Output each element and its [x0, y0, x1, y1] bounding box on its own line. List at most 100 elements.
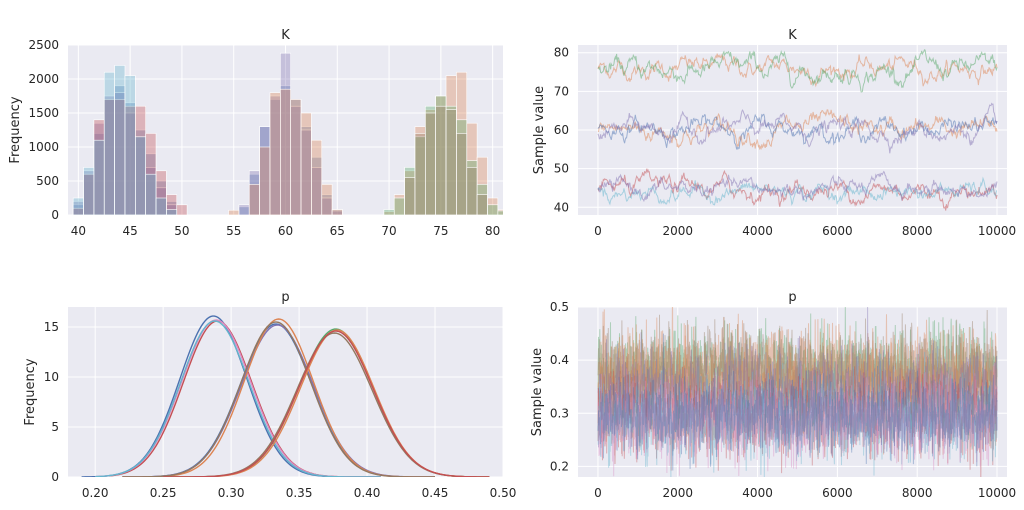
histogram-bar-4	[83, 167, 95, 215]
x-tick-label: 0	[594, 486, 602, 500]
histogram-bar-6	[393, 197, 405, 215]
plot-marks	[597, 307, 998, 477]
panel-title: p	[281, 290, 289, 305]
x-tick-label: 10000	[978, 224, 1016, 238]
histogram-bar-7	[414, 133, 426, 215]
histogram-bar-4	[166, 209, 178, 215]
trace-line-8	[597, 170, 998, 203]
density-curve-4	[95, 320, 381, 477]
x-tick-label: 4000	[742, 224, 773, 238]
panel-title: K	[788, 28, 797, 43]
panel-title: K	[281, 28, 290, 43]
x-tick-label: 50	[174, 224, 189, 238]
x-tick-label: 40	[71, 224, 86, 238]
histogram-bar-5	[321, 184, 333, 215]
x-tick-label: 55	[226, 224, 241, 238]
x-tick-label: 8000	[902, 224, 933, 238]
histogram-bar-6	[383, 209, 395, 215]
y-tick-label: 2000	[28, 72, 59, 86]
histogram-bar-5	[280, 88, 291, 215]
histogram-bar-6	[497, 210, 503, 215]
x-tick-label: 8000	[902, 486, 933, 500]
y-tick-label: 0	[51, 470, 59, 484]
x-tick-label: 2000	[662, 486, 693, 500]
trace-line-7	[597, 351, 998, 477]
y-tick-label: 10	[44, 370, 59, 384]
x-tick-label: 45	[123, 224, 138, 238]
histogram-bar-7	[476, 194, 488, 215]
histogram-bar-5	[259, 146, 271, 215]
x-tick-label: 0.50	[490, 486, 517, 500]
x-tick-label: 0.30	[218, 486, 245, 500]
plot-area	[578, 307, 1007, 477]
histogram-bar-7	[425, 112, 436, 215]
density-curve-12	[163, 330, 490, 477]
x-tick-label: 80	[485, 224, 500, 238]
y-tick-label: 1500	[28, 106, 59, 120]
y-tick-label: 40	[554, 200, 569, 214]
histogram-bar-4	[124, 75, 136, 215]
plot-marks	[81, 315, 490, 477]
histogram-bar-5	[290, 99, 302, 215]
panel-1: 40 45 50 55 60 65 70 75 80 0 500 1000 1500 2000 2500 K F…	[8, 28, 503, 238]
trace-line-1	[597, 307, 998, 436]
histogram-bar-3	[176, 204, 188, 215]
histogram-bar-4	[135, 136, 146, 215]
histogram-bar-4	[155, 197, 167, 215]
histogram-bar-4	[103, 71, 115, 215]
histogram-bar-6	[487, 204, 499, 215]
trace-line-5	[597, 102, 998, 154]
histogram-bar-7	[404, 177, 416, 215]
trace-line-9	[597, 333, 998, 471]
panel-2: 0 2000 4000 6000 8000 10000 40 50 60 70 80 K Sample …	[532, 28, 1016, 238]
y-tick-label: 0.2	[550, 459, 569, 473]
x-tick-label: 6000	[822, 486, 853, 500]
plot-marks	[597, 49, 998, 211]
y-axis-label: Sample value	[532, 86, 547, 174]
x-tick-label: 0.40	[354, 486, 381, 500]
histogram-bar-2	[238, 204, 250, 215]
histogram-bar-7	[456, 133, 468, 215]
trace-line-6	[597, 168, 998, 211]
histogram-bar-7	[466, 167, 478, 215]
y-tick-label: 0	[51, 208, 59, 222]
histogram-bar-5	[269, 92, 281, 215]
y-tick-label: 500	[36, 174, 59, 188]
y-axis-label: Frequency	[8, 96, 23, 163]
histogram-bar-4	[93, 139, 105, 215]
y-tick-label: 0.3	[550, 406, 569, 420]
histogram-bar-5	[228, 209, 240, 215]
y-tick-label: 60	[554, 123, 569, 137]
x-tick-label: 4000	[742, 486, 773, 500]
histogram-bar-5	[248, 184, 260, 215]
y-tick-label: 15	[44, 320, 59, 334]
trace-line-6	[597, 366, 998, 477]
histogram-bar-4	[114, 65, 126, 215]
panel-title: p	[788, 290, 796, 305]
histogram-bar-7	[435, 105, 447, 215]
histogram-bar-5	[300, 112, 312, 215]
x-tick-label: 0	[594, 224, 602, 238]
x-tick-label: 0.25	[150, 486, 177, 500]
x-tick-label: 10000	[978, 486, 1016, 500]
y-axis-label: Sample value	[530, 348, 545, 436]
trace-line-3	[597, 309, 998, 445]
trace-line-5	[597, 307, 998, 458]
x-tick-label: 60	[278, 224, 293, 238]
y-tick-label: 70	[554, 84, 569, 98]
x-tick-label: 70	[381, 224, 396, 238]
x-tick-label: 0.45	[422, 486, 449, 500]
trace-line-2	[597, 49, 998, 93]
y-tick-label: 50	[554, 162, 569, 176]
trace-line-2	[597, 307, 998, 438]
x-tick-label: 0.35	[286, 486, 313, 500]
plot-area	[68, 307, 503, 477]
panel-4: 0 2000 4000 6000 8000 10000 0.2 0.3 0.4 0.5 p Sampl…	[530, 290, 1016, 500]
x-tick-label: 65	[330, 224, 345, 238]
histogram-bar-5	[331, 209, 343, 215]
plot-marks	[72, 52, 503, 215]
y-tick-label: 0.5	[550, 300, 569, 314]
trace-line-3	[597, 109, 998, 151]
trace-line-8	[597, 359, 998, 477]
